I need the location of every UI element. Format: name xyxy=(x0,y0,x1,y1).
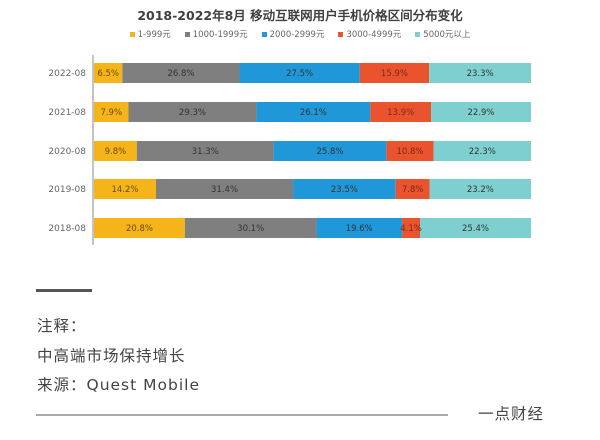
bar-segment xyxy=(94,179,156,199)
data-label: 9.8% xyxy=(105,147,127,157)
data-label: 29.3% xyxy=(179,108,206,118)
data-label: 7.8% xyxy=(402,185,424,195)
legend-swatch xyxy=(415,31,421,37)
y-tick-label: 2022-08 xyxy=(48,69,86,79)
data-label: 15.9% xyxy=(381,69,408,79)
bar-segment xyxy=(184,218,317,238)
data-label: 7.9% xyxy=(100,108,122,118)
data-label: 4.1% xyxy=(400,224,422,234)
chart-title: 2018-2022年8月 移动互联网用户手机价格区间分布变化 xyxy=(137,8,463,23)
bar-segment xyxy=(386,141,434,161)
legend-item: 5000元以上 xyxy=(415,28,470,40)
bar-segment xyxy=(359,63,430,83)
brand-name: 一点财经 xyxy=(478,405,545,423)
legend-label: 3000-4999元 xyxy=(346,30,402,40)
bar-segment xyxy=(155,179,294,199)
bar-segment xyxy=(94,218,185,238)
data-label: 22.3% xyxy=(469,147,496,157)
footer-divider xyxy=(36,414,448,416)
short-divider xyxy=(36,289,92,292)
legend-swatch xyxy=(261,31,267,37)
data-label: 31.4% xyxy=(211,185,238,195)
legend-item: 2000-2999元 xyxy=(261,28,325,40)
data-label: 30.1% xyxy=(237,224,264,234)
bar-segment xyxy=(239,63,360,83)
data-label: 25.4% xyxy=(462,224,489,234)
data-label: 23.5% xyxy=(331,185,358,195)
chart-svg: 2022-08 6.5% 26.8% 27.5% 15.9% 23.3% 2021-08 7.… xyxy=(48,55,531,245)
legend-swatch xyxy=(184,31,190,37)
data-label: 20.8% xyxy=(126,224,153,234)
bar-segment xyxy=(433,141,531,161)
legend-swatch xyxy=(338,31,344,37)
source-text: 来源：Quest Mobile xyxy=(37,376,200,394)
data-label: 26.8% xyxy=(167,69,194,79)
data-label: 25.8% xyxy=(316,147,343,157)
data-label: 23.2% xyxy=(467,185,494,195)
bar-segment xyxy=(420,218,531,238)
bar-segment xyxy=(395,179,430,199)
note-text: 中高端市场保持增长 xyxy=(37,347,186,365)
data-label: 19.6% xyxy=(346,224,373,234)
legend-label: 5000元以上 xyxy=(423,30,471,40)
data-label: 23.3% xyxy=(467,69,494,79)
data-label: 6.5% xyxy=(97,69,119,79)
y-tick-label: 2019-08 xyxy=(48,185,86,195)
legend-label: 1-999元 xyxy=(137,30,171,40)
bar-segment xyxy=(256,102,371,122)
legend-item: 3000-4999元 xyxy=(338,28,401,40)
legend-swatch xyxy=(129,31,135,37)
y-tick-label: 2021-08 xyxy=(48,108,86,118)
data-label: 27.5% xyxy=(286,69,313,79)
bar-segment xyxy=(128,102,257,122)
bar-segment xyxy=(94,102,129,122)
legend: 1-999元 1000-1999元 2000-2999元 3000-4999元 5000… xyxy=(0,28,600,40)
bar-segment xyxy=(429,63,531,83)
bar-segment xyxy=(431,102,531,122)
bar-segment xyxy=(429,179,531,199)
legend-label: 1000-1999元 xyxy=(192,30,248,40)
bar-segment xyxy=(370,102,432,122)
note-label: 注释： xyxy=(37,317,87,335)
bar-segment xyxy=(293,179,396,199)
bar-segment xyxy=(316,218,403,238)
legend-label: 2000-2999元 xyxy=(269,30,325,40)
bar-segment xyxy=(273,141,387,161)
legend-item: 1-999元 xyxy=(129,28,171,40)
data-label: 26.1% xyxy=(300,108,327,118)
bar-segment xyxy=(94,141,137,161)
data-label: 22.9% xyxy=(468,108,495,118)
y-tick-label: 2020-08 xyxy=(48,147,86,157)
data-label: 31.3% xyxy=(192,147,219,157)
data-label: 14.2% xyxy=(111,185,138,195)
data-label: 10.8% xyxy=(396,147,423,157)
data-label: 13.9% xyxy=(387,108,414,118)
bar-segment xyxy=(136,141,274,161)
legend-item: 1000-1999元 xyxy=(184,28,248,40)
bar-segment xyxy=(122,63,240,83)
bar-segment xyxy=(94,63,123,83)
bar-segment xyxy=(402,218,421,238)
y-tick-label: 2018-08 xyxy=(48,224,86,234)
